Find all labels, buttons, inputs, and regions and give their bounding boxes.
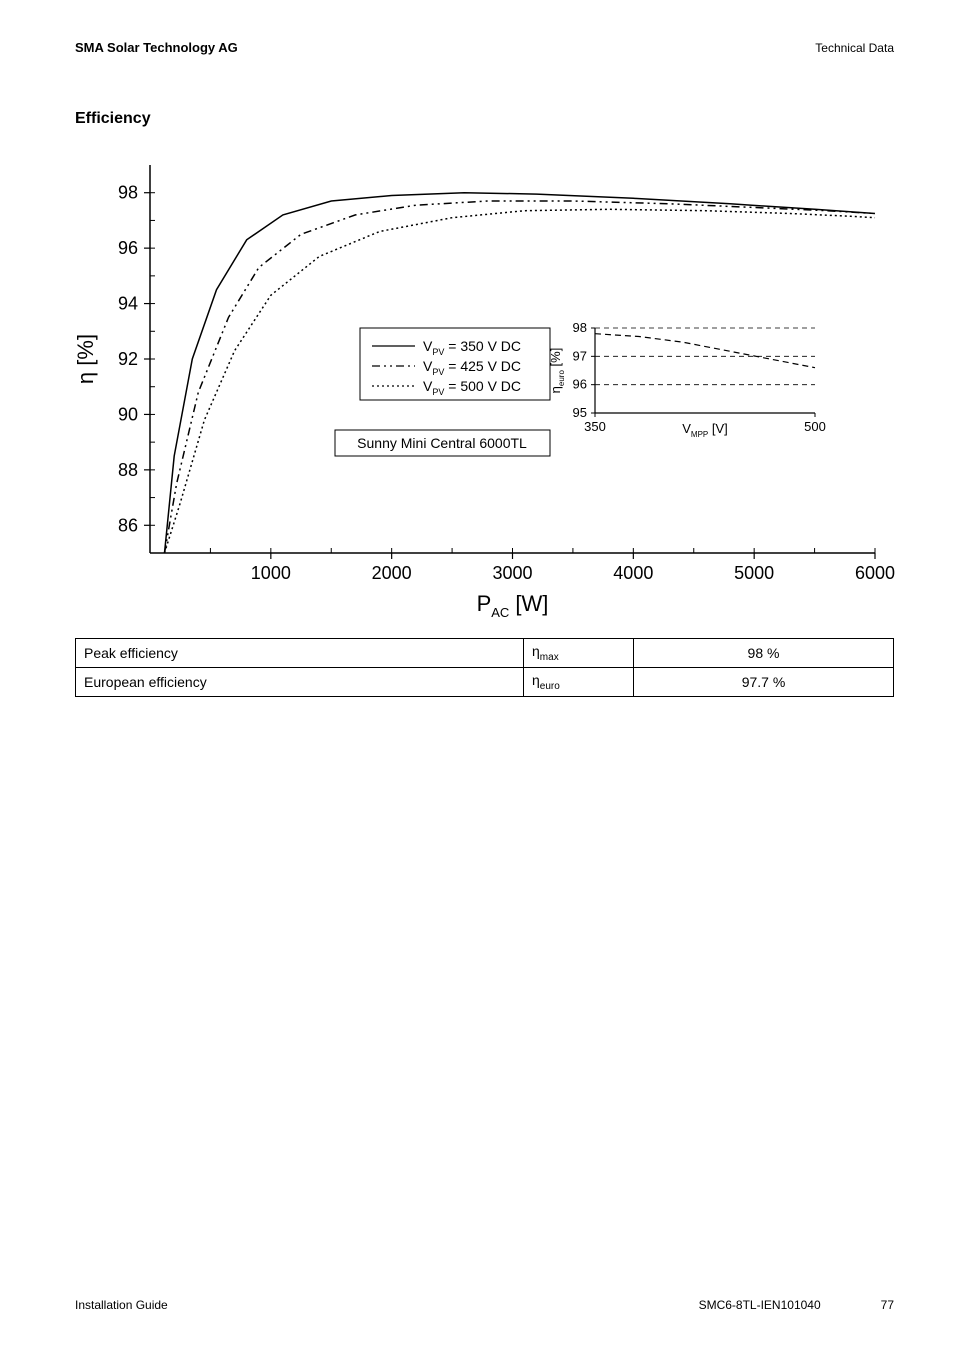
svg-text:90: 90 <box>118 404 138 424</box>
svg-text:ηeuro [%]: ηeuro [%] <box>548 348 566 394</box>
svg-text:4000: 4000 <box>613 563 653 583</box>
svg-text:PAC [W]: PAC [W] <box>477 591 549 620</box>
page-header: SMA Solar Technology AG Technical Data <box>75 40 894 55</box>
svg-text:η [%]: η [%] <box>75 334 98 384</box>
table-value: 97.7 % <box>634 667 894 696</box>
svg-text:96: 96 <box>573 377 587 392</box>
svg-text:350: 350 <box>584 419 606 434</box>
table-symbol: ηeuro <box>524 667 634 696</box>
table-row: Peak efficiencyηmax98 % <box>76 639 894 668</box>
svg-text:VMPP [V]: VMPP [V] <box>682 421 728 439</box>
footer-docid: SMC6-8TL-IEN101040 <box>699 1298 821 1312</box>
header-category: Technical Data <box>815 41 894 55</box>
svg-text:98: 98 <box>573 320 587 335</box>
table-value: 98 % <box>634 639 894 668</box>
svg-text:97: 97 <box>573 348 587 363</box>
svg-text:1000: 1000 <box>251 563 291 583</box>
table-label: Peak efficiency <box>76 639 524 668</box>
svg-text:88: 88 <box>118 460 138 480</box>
footer-page: 77 <box>881 1298 894 1312</box>
section-title: Efficiency <box>75 110 894 128</box>
svg-text:6000: 6000 <box>855 563 895 583</box>
svg-text:95: 95 <box>573 405 587 420</box>
svg-text:94: 94 <box>118 294 138 314</box>
svg-text:3000: 3000 <box>492 563 532 583</box>
page-footer: Installation Guide SMC6-8TL-IEN101040 77 <box>75 1298 894 1312</box>
header-company: SMA Solar Technology AG <box>75 40 238 55</box>
svg-text:92: 92 <box>118 349 138 369</box>
efficiency-table: Peak efficiencyηmax98 %European efficien… <box>75 638 894 697</box>
svg-text:5000: 5000 <box>734 563 774 583</box>
efficiency-chart: 86 88 90 92 94 96 98 1000 2000 3000 4000 5000 6000 η … <box>75 153 894 628</box>
svg-text:500: 500 <box>804 419 826 434</box>
table-label: European efficiency <box>76 667 524 696</box>
footer-left: Installation Guide <box>75 1298 168 1312</box>
table-row: European efficiencyηeuro97.7 % <box>76 667 894 696</box>
svg-text:86: 86 <box>118 515 138 535</box>
svg-text:98: 98 <box>118 183 138 203</box>
svg-text:2000: 2000 <box>372 563 412 583</box>
svg-text:96: 96 <box>118 238 138 258</box>
svg-text:Sunny Mini Central 6000TL: Sunny Mini Central 6000TL <box>357 435 527 451</box>
table-symbol: ηmax <box>524 639 634 668</box>
